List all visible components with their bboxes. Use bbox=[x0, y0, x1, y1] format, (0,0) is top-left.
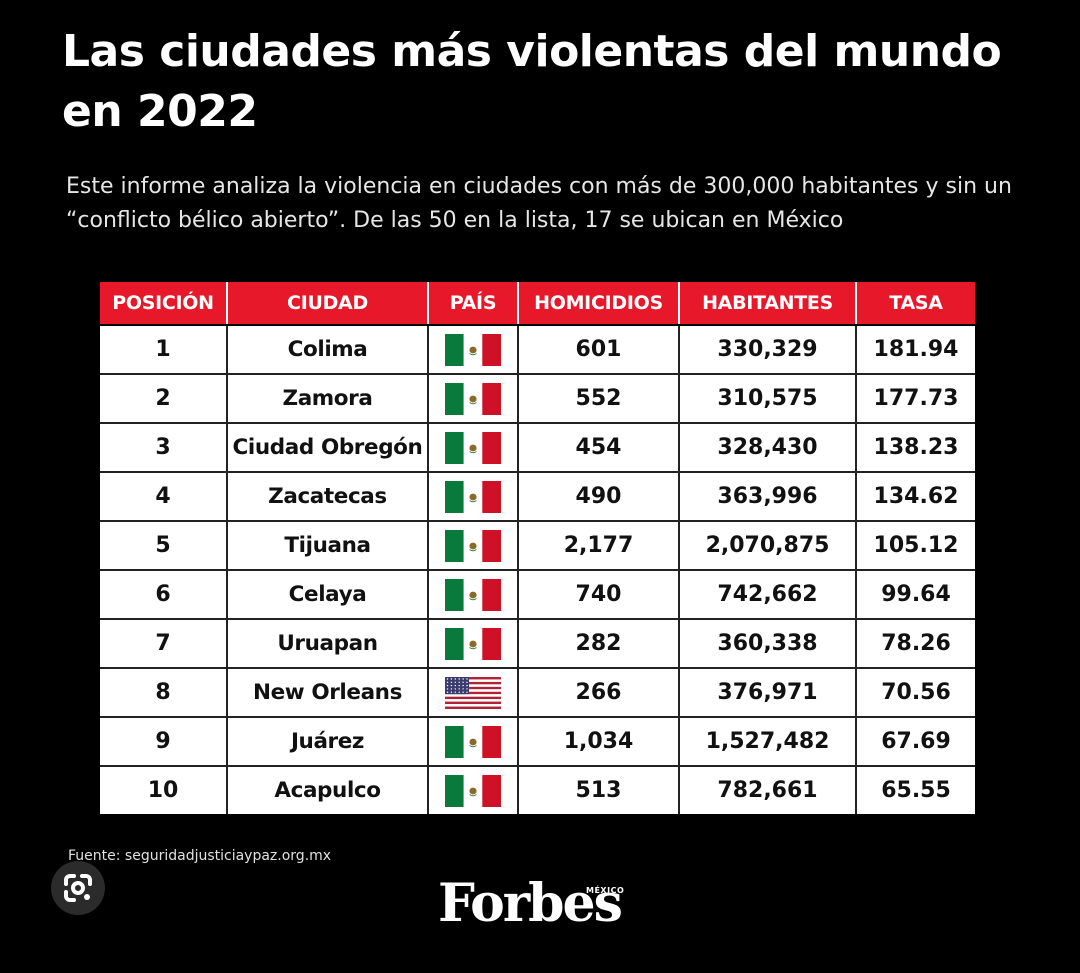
ranking-table: POSICIÓN CIUDAD PAÍS HOMICIDIOS HABITANT… bbox=[100, 282, 975, 814]
rank-cell: 2 bbox=[100, 374, 228, 424]
rate-cell: 134.62 bbox=[856, 472, 975, 522]
country-flag-cell bbox=[428, 521, 519, 571]
homicides-cell: 552 bbox=[518, 374, 680, 424]
city-cell: Zacatecas bbox=[227, 472, 429, 522]
rank-cell: 6 bbox=[100, 570, 228, 620]
rate-cell: 78.26 bbox=[856, 619, 975, 669]
table-row: 2 Zamora 552 310,575 177.73 bbox=[100, 374, 975, 424]
mexico-flag-icon bbox=[445, 529, 501, 562]
population-cell: 376,971 bbox=[679, 668, 857, 718]
city-cell: Colima bbox=[227, 325, 429, 375]
table-row: 10 Acapulco 513 782,661 65.55 bbox=[100, 766, 975, 814]
city-cell: Uruapan bbox=[227, 619, 429, 669]
mexico-flag-icon bbox=[445, 431, 501, 464]
city-cell: Zamora bbox=[227, 374, 429, 424]
forbes-logo-text: Forbes bbox=[438, 873, 623, 934]
population-cell: 360,338 bbox=[679, 619, 857, 669]
forbes-logo-sub: MÉXICO bbox=[586, 886, 625, 895]
table-header-row: POSICIÓN CIUDAD PAÍS HOMICIDIOS HABITANT… bbox=[100, 282, 975, 326]
city-cell: New Orleans bbox=[227, 668, 429, 718]
country-flag-cell bbox=[428, 423, 519, 473]
homicides-cell: 601 bbox=[518, 325, 680, 375]
google-lens-icon[interactable] bbox=[50, 860, 106, 916]
city-cell: Celaya bbox=[227, 570, 429, 620]
population-cell: 2,070,875 bbox=[679, 521, 857, 571]
country-flag-cell bbox=[428, 619, 519, 669]
city-cell: Juárez bbox=[227, 717, 429, 767]
rate-cell: 181.94 bbox=[856, 325, 975, 375]
population-cell: 310,575 bbox=[679, 374, 857, 424]
rank-cell: 1 bbox=[100, 325, 228, 375]
table-row: 5 Tijuana 2,177 2,070,875 105.12 bbox=[100, 521, 975, 571]
rate-cell: 105.12 bbox=[856, 521, 975, 571]
mexico-flag-icon bbox=[445, 333, 501, 366]
homicides-cell: 2,177 bbox=[518, 521, 680, 571]
mexico-flag-icon bbox=[445, 774, 501, 807]
city-cell: Ciudad Obregón bbox=[227, 423, 429, 473]
country-flag-cell bbox=[428, 668, 519, 718]
rate-cell: 99.64 bbox=[856, 570, 975, 620]
table-row: 4 Zacatecas 490 363,996 134.62 bbox=[100, 472, 975, 522]
forbes-logo: Forbes MÉXICO bbox=[438, 868, 638, 940]
country-flag-cell bbox=[428, 717, 519, 767]
homicides-cell: 513 bbox=[518, 766, 680, 814]
rate-cell: 138.23 bbox=[856, 423, 975, 473]
population-cell: 328,430 bbox=[679, 423, 857, 473]
page-title: Las ciudades más violentas del mundo en … bbox=[62, 26, 1002, 137]
homicides-cell: 1,034 bbox=[518, 717, 680, 767]
table-row: 7 Uruapan 282 360,338 78.26 bbox=[100, 619, 975, 669]
homicides-cell: 266 bbox=[518, 668, 680, 718]
homicides-cell: 454 bbox=[518, 423, 680, 473]
source-note: Fuente: seguridadjusticiaypaz.org.mx bbox=[68, 848, 332, 864]
column-header: PAÍS bbox=[428, 282, 519, 326]
column-header: CIUDAD bbox=[227, 282, 429, 326]
rank-cell: 7 bbox=[100, 619, 228, 669]
usa-flag-icon bbox=[445, 676, 501, 709]
mexico-flag-icon bbox=[445, 382, 501, 415]
mexico-flag-icon bbox=[445, 725, 501, 758]
table-row: 3 Ciudad Obregón 454 328,430 138.23 bbox=[100, 423, 975, 473]
country-flag-cell bbox=[428, 325, 519, 375]
rate-cell: 70.56 bbox=[856, 668, 975, 718]
page-subtitle: Este informe analiza la violencia en ciu… bbox=[66, 174, 1012, 233]
mexico-flag-icon bbox=[445, 480, 501, 513]
country-flag-cell bbox=[428, 472, 519, 522]
homicides-cell: 490 bbox=[518, 472, 680, 522]
rank-cell: 5 bbox=[100, 521, 228, 571]
rank-cell: 10 bbox=[100, 766, 228, 814]
homicides-cell: 740 bbox=[518, 570, 680, 620]
population-cell: 1,527,482 bbox=[679, 717, 857, 767]
column-header: TASA bbox=[856, 282, 975, 326]
rank-cell: 9 bbox=[100, 717, 228, 767]
mexico-flag-icon bbox=[445, 627, 501, 660]
column-header: HABITANTES bbox=[679, 282, 857, 326]
table-body: 1 Colima 601 330,329 181.94 2 Zamora 552 310,575… bbox=[100, 325, 975, 814]
homicides-cell: 282 bbox=[518, 619, 680, 669]
table-row: 8 New Orleans 266 376,971 70.56 bbox=[100, 668, 975, 718]
table-row: 9 Juárez 1,034 1,527,482 67.69 bbox=[100, 717, 975, 767]
mexico-flag-icon bbox=[445, 578, 501, 611]
population-cell: 742,662 bbox=[679, 570, 857, 620]
population-cell: 782,661 bbox=[679, 766, 857, 814]
table-row: 6 Celaya 740 742,662 99.64 bbox=[100, 570, 975, 620]
rate-cell: 65.55 bbox=[881, 778, 951, 803]
column-header: POSICIÓN bbox=[100, 282, 228, 326]
population-cell: 330,329 bbox=[679, 325, 857, 375]
country-flag-cell bbox=[428, 374, 519, 424]
rank-cell: 3 bbox=[100, 423, 228, 473]
city-cell: Acapulco bbox=[227, 766, 429, 814]
country-flag-cell bbox=[428, 570, 519, 620]
rank-cell: 8 bbox=[100, 668, 228, 718]
table-row: 1 Colima 601 330,329 181.94 bbox=[100, 325, 975, 375]
rank-cell: 4 bbox=[100, 472, 228, 522]
ranking-table-container: POSICIÓN CIUDAD PAÍS HOMICIDIOS HABITANT… bbox=[100, 282, 975, 814]
population-cell: 363,996 bbox=[679, 472, 857, 522]
column-header: HOMICIDIOS bbox=[518, 282, 680, 326]
rate-cell: 67.69 bbox=[856, 717, 975, 767]
city-cell: Tijuana bbox=[227, 521, 429, 571]
country-flag-cell bbox=[428, 766, 519, 814]
rate-cell: 177.73 bbox=[856, 374, 975, 424]
